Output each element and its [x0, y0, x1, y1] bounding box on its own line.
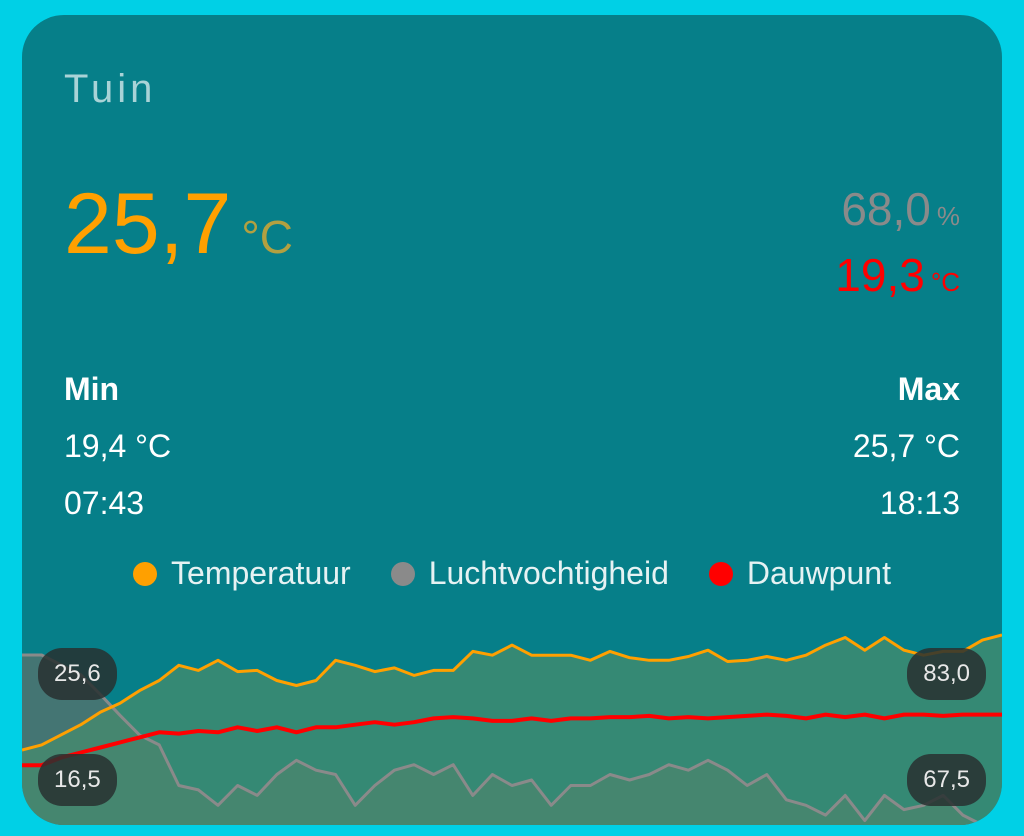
- left-min-badge: 16,5: [38, 754, 117, 806]
- legend-item-humidity[interactable]: Luchtvochtigheid: [390, 555, 669, 592]
- main-unit: °C: [241, 211, 294, 263]
- legend-label: Luchtvochtigheid: [428, 555, 669, 591]
- min-label: Min: [64, 371, 120, 407]
- legend: Temperatuur Luchtvochtigheid Dauwpunt: [22, 555, 1002, 592]
- humidity-unit: %: [936, 201, 960, 231]
- series-line-temperatuur: [22, 633, 1002, 752]
- series-line-dauwpunt: [22, 712, 1002, 768]
- min-time: 07:43: [64, 485, 145, 521]
- legend-label: Dauwpunt: [746, 555, 891, 591]
- right-max-badge: 83,0: [907, 648, 986, 700]
- sensor-card[interactable]: Tuin 25,7 °C 68,0% 19,3 °C Min 19,4 °C 07:…: [22, 15, 1002, 825]
- main-temperature: 25,7 °C: [64, 175, 293, 274]
- max-info: Max 25,7 °C 18:13: [853, 361, 960, 532]
- series-fill-0: [22, 635, 1002, 825]
- legend-label: Temperatuur: [171, 555, 351, 591]
- legend-dot-icon: [133, 561, 158, 586]
- card-title: Tuin: [64, 67, 157, 111]
- left-max-badge: 25,6: [38, 648, 117, 700]
- legend-item-temperature[interactable]: Temperatuur: [133, 555, 351, 592]
- min-value: 19,4 °C: [64, 428, 172, 464]
- right-min-badge: 67,5: [907, 754, 986, 806]
- dewpoint-state: 19,3 °C: [835, 248, 960, 302]
- humidity-state: 68,0%: [841, 182, 960, 236]
- max-time: 18:13: [879, 485, 960, 521]
- min-info: Min 19,4 °C 07:43: [64, 361, 171, 532]
- max-value: 25,7 °C: [852, 428, 960, 464]
- dewpoint-value: 19,3: [835, 249, 925, 301]
- series-line-luchtvochtigheid: [22, 653, 1002, 825]
- history-graph[interactable]: [22, 630, 1002, 825]
- legend-dot-icon: [390, 561, 415, 586]
- humidity-value: 68,0: [841, 183, 931, 235]
- dewpoint-unit: °C: [930, 267, 960, 297]
- legend-item-dewpoint[interactable]: Dauwpunt: [708, 555, 891, 592]
- legend-dot-icon: [708, 561, 733, 586]
- max-label: Max: [897, 371, 960, 407]
- main-value: 25,7: [64, 176, 232, 272]
